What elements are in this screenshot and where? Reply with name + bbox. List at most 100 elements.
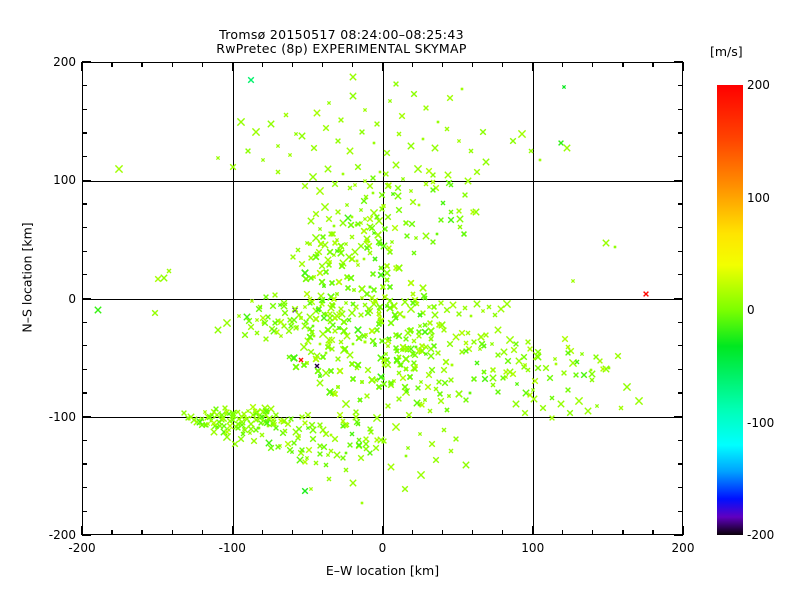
scatter-point: [329, 346, 336, 353]
scatter-point: [216, 422, 224, 430]
scatter-point: [472, 300, 481, 308]
scatter-point: [387, 284, 394, 290]
scatter-point: [411, 250, 417, 256]
scatter-point: [359, 379, 364, 384]
scatter-point: [302, 275, 310, 283]
scatter-point: [376, 311, 382, 317]
scatter-point: [436, 321, 442, 328]
scatter-point: [387, 381, 395, 388]
scatter-point: [398, 112, 405, 120]
scatter-point: [392, 332, 399, 339]
scatter-point: [567, 348, 574, 355]
scatter-point: [446, 393, 451, 398]
scatter-point: [316, 306, 323, 312]
colorbar: 200 100 0 -100 -200: [717, 78, 774, 542]
scatter-point: [446, 95, 453, 102]
scatter-point: [384, 352, 389, 357]
scatter-point: [303, 304, 308, 309]
scatter-point: [427, 327, 435, 335]
y-axis-label: N–S location [km]: [19, 222, 35, 333]
scatter-point: [440, 327, 447, 334]
y-tick-left: [82, 368, 87, 371]
scatter-point: [373, 326, 380, 333]
colorbar-tick-label: 200: [747, 78, 770, 92]
scatter-point: [256, 426, 260, 430]
scatter-point: [300, 362, 307, 369]
scatter-point: [371, 287, 378, 294]
scatter-point: [335, 138, 342, 144]
scatter-point: [329, 231, 336, 237]
scatter-point: [510, 346, 517, 354]
scatter-point: [335, 385, 340, 390]
scatter-point: [422, 397, 427, 402]
y-tick-right: [678, 155, 683, 158]
scatter-point: [442, 358, 450, 366]
scatter-point: [402, 346, 409, 352]
scatter-point: [348, 274, 355, 282]
scatter-point: [387, 98, 392, 103]
scatter-point: [314, 367, 321, 375]
scatter-point: [387, 319, 395, 326]
scatter-point: [402, 346, 409, 352]
scatter-point: [300, 268, 309, 277]
scatter-point: [267, 120, 275, 129]
scatter-point: [426, 167, 433, 175]
scatter-point: [376, 321, 382, 327]
scatter-point: [448, 377, 455, 383]
scatter-point: [376, 383, 383, 390]
scatter-point: [384, 213, 392, 221]
scatter-point: [399, 343, 407, 351]
scatter-point: [340, 454, 347, 461]
scatter-point: [393, 315, 399, 321]
scatter-point: [252, 408, 258, 413]
scatter-point: [493, 326, 502, 334]
scatter-point: [332, 314, 339, 321]
scatter-point: [281, 310, 288, 317]
scatter-point: [319, 425, 328, 434]
y-tick-right: [678, 250, 683, 252]
scatter-point: [247, 76, 255, 83]
scatter-point: [344, 451, 348, 455]
scatter-point: [505, 335, 514, 344]
scatter-point: [394, 185, 402, 192]
scatter-point: [290, 316, 298, 324]
scatter-point: [401, 383, 409, 391]
scatter-point: [477, 333, 485, 341]
scatter-point: [271, 319, 278, 326]
scatter-point: [314, 367, 321, 375]
scatter-point: [455, 390, 463, 399]
scatter-point: [243, 313, 252, 321]
scatter-point: [328, 279, 335, 286]
x-tick-bottom: [502, 530, 504, 535]
scatter-point: [299, 316, 304, 321]
scatter-point: [349, 92, 358, 100]
scatter-point: [394, 191, 402, 200]
scatter-point: [316, 306, 323, 312]
scatter-point: [292, 428, 301, 436]
scatter-point: [402, 355, 410, 363]
scatter-point: [326, 310, 333, 317]
scatter-point: [560, 369, 567, 376]
scatter-point: [203, 421, 210, 428]
scatter-point: [215, 419, 222, 426]
scatter-point: [314, 251, 320, 257]
scatter-point: [335, 249, 340, 254]
gridline-vertical: [232, 63, 234, 534]
scatter-point: [410, 291, 416, 297]
scatter-point: [402, 346, 409, 352]
scatter-point: [329, 389, 337, 396]
scatter-point: [430, 343, 437, 350]
scatter-point: [332, 450, 341, 459]
scatter-point: [223, 319, 232, 328]
scatter-point: [319, 354, 326, 361]
scatter-point: [394, 357, 401, 364]
scatter-point: [418, 347, 427, 355]
scatter-point: [307, 241, 312, 246]
scatter-point: [404, 344, 413, 353]
scatter-point: [290, 354, 299, 362]
scatter-point: [358, 285, 366, 293]
scatter-point: [363, 340, 367, 344]
scatter-point: [428, 336, 434, 342]
scatter-point: [397, 361, 404, 368]
scatter-point: [395, 395, 402, 402]
